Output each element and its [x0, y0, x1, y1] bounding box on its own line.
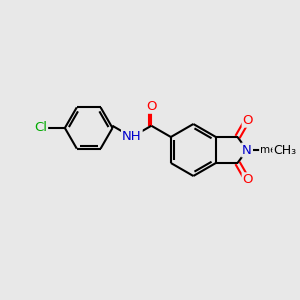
- Text: N: N: [242, 143, 252, 157]
- Text: CH₃: CH₃: [273, 143, 296, 157]
- Text: methyl: methyl: [260, 145, 296, 155]
- Text: Cl: Cl: [34, 122, 47, 134]
- Text: NH: NH: [122, 130, 142, 142]
- Text: O: O: [243, 173, 253, 186]
- Text: O: O: [243, 114, 253, 127]
- Text: O: O: [146, 100, 157, 113]
